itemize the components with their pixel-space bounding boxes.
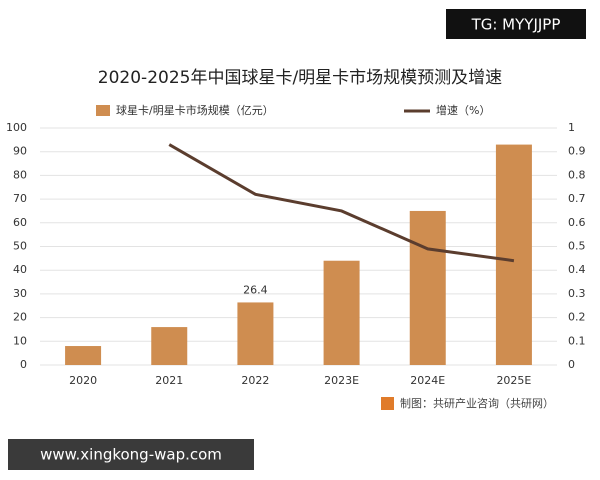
x-tick-label: 2020 [69, 374, 97, 387]
bar [495, 144, 532, 365]
y-tick-label: 0 [20, 358, 27, 371]
x-tick-label: 2021 [155, 374, 183, 387]
legend-label: 增速（%） [436, 103, 490, 117]
chart-title: 2020-2025年中国球星卡/明星卡市场规模预测及增速 [98, 68, 502, 88]
bar [323, 260, 360, 365]
y2-tick-label: 0.9 [568, 145, 586, 158]
data-label: 26.4 [243, 283, 268, 296]
watermark-box [446, 9, 586, 39]
y2-tick-label: 0.4 [568, 263, 586, 276]
y2-tick-label: 0.2 [568, 311, 586, 324]
y2-tick-label: 0 [568, 358, 575, 371]
y-tick-label: 100 [6, 121, 27, 134]
bar [237, 302, 274, 365]
watermark-box [8, 439, 254, 470]
watermark-top: TG: MYYJJPP [471, 16, 561, 34]
y2-tick-label: 0.7 [568, 192, 586, 205]
source-icon [381, 397, 394, 410]
bar [409, 210, 446, 365]
y-tick-label: 90 [13, 145, 27, 158]
x-tick-label: 2025E [496, 374, 531, 387]
watermark-bottom: www.xingkong-wap.com [40, 446, 222, 464]
source: 制图：共研产业咨询（共研网） [400, 396, 554, 410]
y2-tick-label: 0.3 [568, 287, 586, 300]
y-tick-label: 50 [13, 240, 27, 253]
line [168, 143, 515, 263]
y-tick-label: 20 [13, 311, 27, 324]
legend-swatch [96, 105, 110, 116]
y2-tick-label: 0.1 [568, 334, 586, 347]
y-tick-label: 10 [13, 334, 27, 347]
y2-tick-label: 0.6 [568, 216, 586, 229]
y2-tick-label: 1 [568, 121, 575, 134]
x-tick-label: 2023E [324, 374, 359, 387]
x-tick-label: 2022 [241, 374, 269, 387]
y-tick-label: 70 [13, 192, 27, 205]
bar [65, 346, 102, 365]
y-tick-label: 40 [13, 263, 27, 276]
y-tick-label: 60 [13, 216, 27, 229]
y2-tick-label: 0.8 [568, 168, 586, 181]
bar [151, 327, 188, 365]
y-tick-label: 80 [13, 168, 27, 181]
x-tick-label: 2024E [410, 374, 445, 387]
y2-tick-label: 0.5 [568, 240, 586, 253]
legend-label: 球星卡/明星卡市场规模（亿元） [116, 103, 274, 117]
y-tick-label: 30 [13, 287, 27, 300]
